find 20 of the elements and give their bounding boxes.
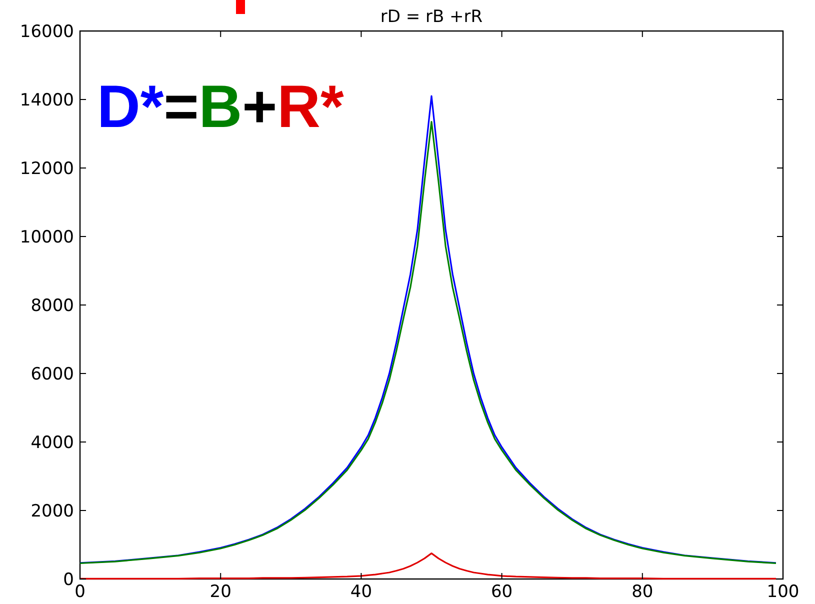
- annotation: +: [242, 73, 278, 140]
- x-tick-label: 100: [766, 582, 800, 602]
- x-tick-label: 40: [350, 582, 372, 602]
- annotation: D*: [97, 73, 164, 140]
- x-tick-label: 60: [490, 582, 513, 602]
- y-tick-label: 10000: [20, 227, 74, 248]
- y-tick-label: 4000: [30, 432, 74, 453]
- x-tick-label: 80: [632, 582, 654, 602]
- y-tick-label: 6000: [30, 364, 74, 384]
- y-tick-label: 16000: [20, 22, 74, 42]
- annotation: R*: [277, 73, 344, 140]
- chart-title: rD = rB +rR: [380, 7, 483, 27]
- annotation: B: [198, 73, 242, 140]
- x-tick-label: 20: [210, 582, 232, 602]
- y-tick-label: 14000: [20, 90, 74, 110]
- y-tick-label: 8000: [30, 296, 74, 316]
- line-series: [79, 552, 777, 580]
- y-tick-label: 2000: [30, 501, 74, 522]
- y-tick-label: 12000: [20, 158, 74, 179]
- annotation: =: [164, 73, 199, 140]
